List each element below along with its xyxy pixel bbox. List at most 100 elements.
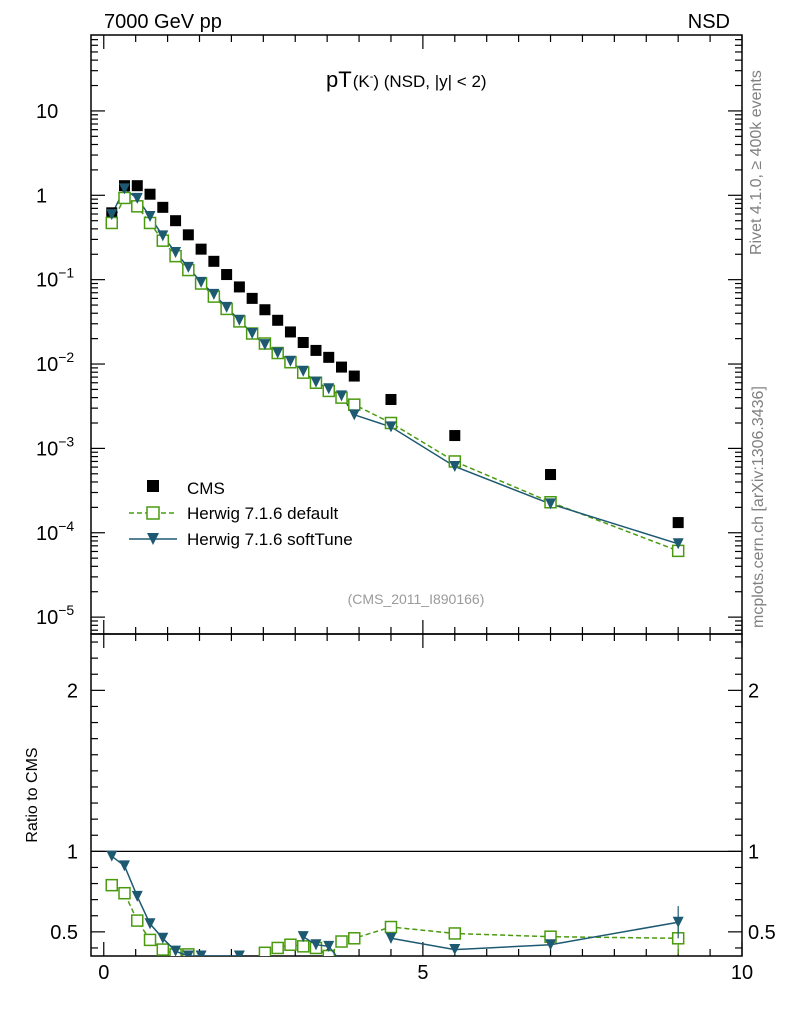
herwig-softtune-point: [284, 355, 296, 367]
herwig-softtune-point: [221, 301, 233, 313]
herwig-softtune-point: [195, 276, 207, 288]
ratio-y-tick-label-left: 1: [67, 841, 78, 863]
ratio-herwig-softtune-point: [672, 916, 684, 928]
ratio-series-line: [302, 936, 338, 956]
ratio-herwig-default-point: [296, 940, 310, 953]
ratio-axis-ticks: [91, 634, 743, 956]
legend-marker-default: [146, 506, 160, 520]
ratio-herwig-softtune-point: [170, 945, 182, 956]
cms-data-point: [157, 201, 169, 213]
herwig-softtune-point: [157, 230, 169, 242]
ratio-herwig-softtune-point: [119, 860, 131, 872]
main-series-group: [105, 180, 685, 558]
ratio-herwig-default-point: [143, 933, 157, 947]
rivet-version-text: Rivet 4.1.0, ≥ 400k events: [748, 70, 765, 255]
analysis-id-label: (CMS_2011_I890166): [348, 591, 485, 607]
herwig-softtune-point: [246, 328, 258, 340]
ratio-herwig-softtune-point: [131, 890, 143, 902]
ratio-herwig-softtune-point: [323, 940, 335, 952]
ratio-herwig-softtune-point: [545, 939, 557, 951]
ratio-herwig-softtune-point: [385, 932, 397, 944]
cms-data-point: [246, 292, 258, 304]
herwig-softtune-point: [545, 498, 557, 510]
ratio-herwig-softtune-point: [336, 957, 347, 968]
ratio-herwig-default-point: [105, 878, 118, 892]
cms-data-point: [195, 243, 207, 255]
cms-data-point: [336, 361, 348, 373]
main-axis-ticks: [91, 35, 743, 634]
main-y-tick-label: 10−1: [36, 265, 74, 292]
herwig-softtune-point: [348, 409, 360, 421]
ratio-herwig-softtune-point: [297, 931, 309, 943]
cms-data-point: [284, 326, 296, 338]
herwig-softtune-point: [259, 339, 271, 351]
herwig-softtune-point: [672, 538, 684, 550]
ratio-herwig-default-point: [118, 886, 131, 900]
ratio-y-tick-labels: 0.5 0.5 1 1 2 2: [50, 680, 776, 944]
cms-data-point: [449, 430, 461, 442]
herwig-softtune-point: [272, 347, 284, 359]
ratio-herwig-default-point: [284, 938, 297, 951]
herwig-softtune-point: [182, 261, 194, 273]
ratio-y-tick-label-left: 2: [67, 680, 78, 702]
ratio-herwig-default-point: [448, 927, 462, 940]
ratio-plot-frame: [90, 633, 743, 957]
mcplots-reference-text: mcplots.cern.ch [arXiv:1306.3436]: [750, 386, 767, 628]
ratio-x-tick-label: 5: [417, 962, 428, 984]
ratio-herwig-default-point: [258, 946, 272, 956]
header-right: NSD: [688, 11, 730, 33]
cms-data-point: [208, 255, 220, 267]
herwig-softtune-point: [208, 288, 220, 300]
main-y-tick-label: 10−3: [36, 433, 74, 460]
main-y-tick-label: 1: [36, 185, 47, 207]
ratio-x-tick-label: 0: [98, 962, 109, 984]
main-y-tick-label: 10: [36, 101, 58, 123]
ratio-y-tick-label-right: 2: [748, 680, 759, 702]
herwig-softtune-point: [323, 383, 335, 395]
legend-marker-cms: [147, 480, 159, 492]
ratio-herwig-softtune-point: [195, 950, 207, 956]
cms-data-point: [323, 351, 335, 363]
herwig-softtune-point: [131, 192, 143, 204]
ratio-herwig-default-point: [335, 935, 348, 948]
ratio-herwig-softtune-point: [106, 850, 118, 862]
herwig-softtune-point: [106, 209, 118, 221]
ratio-y-axis-label: Ratio to CMS: [24, 747, 41, 842]
herwig-softtune-point: [170, 246, 182, 258]
herwig-softtune-point: [297, 365, 309, 377]
chart-title: pT(K-) (NSD, |y| < 2): [326, 67, 487, 92]
ratio-x-tick-label: 10: [731, 962, 753, 984]
herwig-default-point: [348, 398, 361, 411]
cms-data-point: [182, 229, 194, 241]
main-y-tick-label: 10−2: [36, 349, 74, 376]
cms-data-point: [672, 517, 684, 529]
ratio-series-line: [390, 921, 679, 951]
ratio-y-tick-label-right: 1: [748, 841, 759, 863]
cms-data-point: [297, 336, 309, 348]
ratio-herwig-default-point: [156, 943, 170, 956]
main-y-tick-labels: 10 1 10−1 10−2 10−3 10−4 10−5: [36, 101, 74, 629]
ratio-herwig-softtune-point: [144, 918, 156, 930]
cms-data-point: [259, 304, 271, 316]
ratio-herwig-softtune-point: [157, 932, 169, 944]
ratio-series-clip: [105, 850, 685, 968]
cms-data-point: [170, 215, 182, 227]
cms-data-point: [221, 269, 233, 281]
cms-data-point: [144, 188, 156, 200]
cms-data-point: [310, 344, 322, 356]
cms-data-point: [233, 281, 245, 293]
ratio-herwig-softtune-point: [233, 950, 245, 956]
ratio-y-tick-label-left: 0.5: [50, 922, 78, 944]
herwig-softtune-point: [119, 183, 131, 195]
herwig-softtune-point: [310, 376, 322, 388]
legend-marker-softtune: [147, 533, 159, 545]
herwig-softtune-point: [233, 314, 245, 326]
ratio-series-group: [105, 850, 685, 968]
legend-label-softtune: Herwig 7.1.6 softTune: [187, 530, 353, 549]
ratio-herwig-default-point: [271, 941, 284, 955]
legend-label-default: Herwig 7.1.6 default: [187, 504, 338, 523]
cms-data-point: [385, 393, 397, 405]
main-y-tick-label: 10−4: [36, 518, 74, 545]
ratio-herwig-default-point: [131, 914, 144, 927]
header-left: 7000 GeV pp: [104, 11, 222, 33]
